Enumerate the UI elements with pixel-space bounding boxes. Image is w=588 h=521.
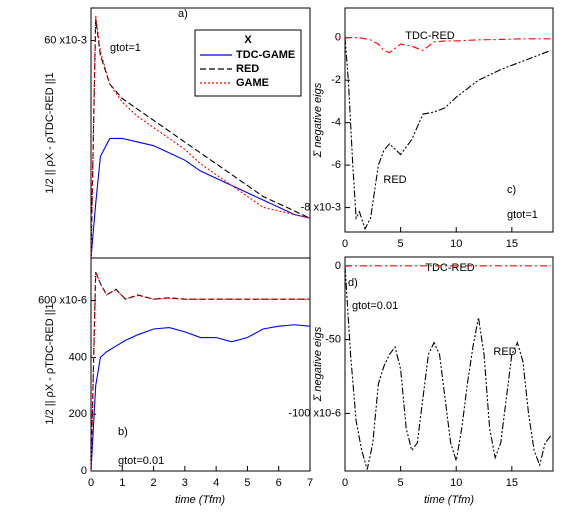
x-tick-label: 4 xyxy=(213,477,219,489)
series-line xyxy=(90,271,310,472)
series-line xyxy=(90,271,310,472)
annotation: gtot=0.01 xyxy=(352,300,398,312)
y-axis-label: Σ negative eigs xyxy=(312,326,324,402)
y-axis-label: 1/2 || ρX - ρTDC-RED ||1 xyxy=(44,303,56,424)
annotation: gtot=0.01 xyxy=(118,455,164,467)
x-tick-label: 5 xyxy=(244,477,250,489)
y-tick-label: 60 x10-3 xyxy=(44,35,87,47)
plot-frame xyxy=(90,257,311,472)
annotation: TDC-RED xyxy=(425,262,475,274)
x-axis-label: time (Tfm) xyxy=(424,494,474,506)
annotation: gtot=1 xyxy=(507,209,538,221)
series-line xyxy=(90,15,311,259)
series-line xyxy=(345,37,551,54)
x-tick-label: 3 xyxy=(182,477,188,489)
y-tick-label: -100 x10-6 xyxy=(288,407,341,419)
series-line xyxy=(90,324,311,472)
x-tick-label: 15 xyxy=(506,238,518,250)
x-tick-label: 0 xyxy=(88,477,94,489)
series-line xyxy=(90,18,311,259)
annotation: a) xyxy=(178,8,188,20)
y-tick-label: 0 xyxy=(335,32,341,44)
x-tick-label: 2 xyxy=(151,477,157,489)
y-tick-label: 600 x10-6 xyxy=(38,295,87,307)
y-tick-label: -4 xyxy=(331,117,341,129)
x-tick-label: 5 xyxy=(398,238,404,250)
x-tick-label: 6 xyxy=(276,477,282,489)
annotation: d) xyxy=(348,277,358,289)
x-tick-label: 10 xyxy=(450,477,462,489)
y-tick-label: 0 xyxy=(335,260,341,272)
x-tick-label: 1 xyxy=(119,477,125,489)
annotation: RED xyxy=(493,346,516,358)
legend-label: GAME xyxy=(236,77,269,89)
x-tick-label: 5 xyxy=(398,477,404,489)
annotation: b) xyxy=(118,426,128,438)
plot-frame xyxy=(344,256,554,472)
x-tick-label: 15 xyxy=(506,477,518,489)
plot-frame xyxy=(344,7,554,233)
y-tick-label: 0 xyxy=(81,465,87,477)
x-tick-label: 0 xyxy=(342,238,348,250)
legend-label: RED xyxy=(236,63,259,75)
annotation: TDC-RED xyxy=(405,30,455,42)
y-tick-label: -50 xyxy=(325,334,341,346)
x-tick-label: 7 xyxy=(307,477,313,489)
series-line xyxy=(344,37,551,231)
legend-title: X xyxy=(244,34,252,46)
x-tick-label: 10 xyxy=(450,238,462,250)
y-tick-label: -2 xyxy=(331,74,341,86)
annotation: RED xyxy=(383,174,406,186)
legend-label: TDC-GAME xyxy=(236,49,295,61)
x-axis-label: time (Tfm) xyxy=(175,494,225,506)
y-tick-label: 200 xyxy=(69,408,87,420)
annotation: c) xyxy=(507,184,516,196)
series-line xyxy=(344,265,552,470)
y-tick-label: 400 xyxy=(69,351,87,363)
series-line xyxy=(90,137,311,259)
y-axis-label: Σ negative eigs xyxy=(312,82,324,158)
legend-box xyxy=(194,29,302,97)
annotation: gtot=1 xyxy=(110,42,141,54)
y-tick-label: -8 x10-3 xyxy=(301,201,341,213)
y-tick-label: -6 xyxy=(331,159,341,171)
x-tick-label: 0 xyxy=(342,477,348,489)
y-axis-label: 1/2 || ρX - ρTDC-RED ||1 xyxy=(44,72,56,193)
